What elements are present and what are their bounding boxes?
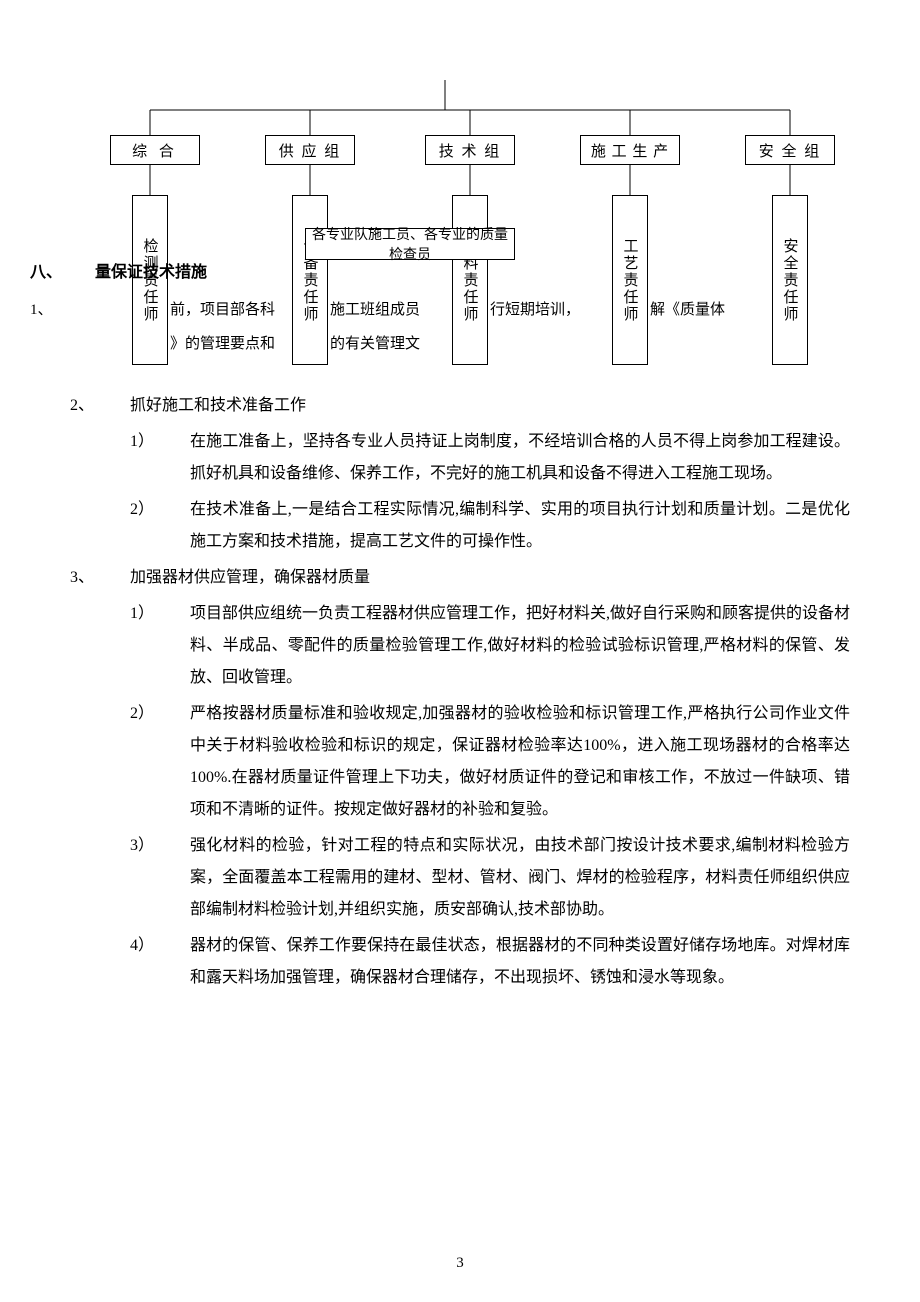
group-label: 技 术 组 (439, 140, 502, 161)
item-3-num: 3、 (70, 562, 130, 594)
overlay-1c: 行短期培训， (490, 298, 580, 319)
page: 综 合 供 应 组 技 术 组 施 工 生 产 安 全 组 检测责任师 设备责任… (0, 0, 920, 1302)
item-3-1-num: 1） (130, 598, 190, 694)
item-3-4-text: 器材的保管、保养工作要保持在最佳状态，根据器材的不同种类设置好储存场地库。对焊材… (190, 930, 850, 994)
item-2: 2、 抓好施工和技术准备工作 (70, 390, 850, 422)
item-3-3-num: 3） (130, 830, 190, 926)
section-8-heading: 量保证技术措施 (95, 258, 207, 282)
item-3-1-text: 项目部供应组统一负责工程器材供应管理工作，把好材料关,做好自行采购和顾客提供的设… (190, 598, 850, 694)
item-3-1: 1） 项目部供应组统一负责工程器材供应管理工作，把好材料关,做好自行采购和顾客提… (130, 598, 850, 694)
item-3: 3、 加强器材供应管理，确保器材质量 (70, 562, 850, 594)
item-2-1-text: 在施工准备上，坚持各专业人员持证上岗制度，不经培训合格的人员不得上岗参加工程建设… (190, 426, 850, 490)
group-box-2: 供 应 组 (265, 135, 355, 165)
overlay-2b: 的有关管理文 (330, 332, 420, 353)
section-8-num: 八、 (30, 258, 62, 282)
group-label: 供 应 组 (279, 140, 342, 161)
overlay-1a: 前，项目部各科 (170, 298, 275, 319)
item-2-1: 1） 在施工准备上，坚持各专业人员持证上岗制度，不经培训合格的人员不得上岗参加工… (130, 426, 850, 490)
item-2-1-num: 1） (130, 426, 190, 490)
overlay-1b: 施工班组成员 (330, 298, 420, 319)
role-box-4: 工艺责任师 (612, 195, 648, 365)
role-label: 工艺责任师 (620, 238, 641, 323)
group-box-3: 技 术 组 (425, 135, 515, 165)
role-label: 安全责任师 (780, 238, 801, 323)
overlay-1d: 解《质量体 (650, 298, 725, 319)
item-3-2-text: 严格按器材质量标准和验收规定,加强器材的验收检验和标识管理工作,严格执行公司作业… (190, 698, 850, 826)
mid-banner-text: 各专业队施工员、各专业的质量检查员 (308, 224, 512, 264)
group-box-4: 施 工 生 产 (580, 135, 680, 165)
group-label: 综 合 (132, 140, 178, 161)
overlay-2a: 》的管理要点和 (170, 332, 275, 353)
item-2-2-num: 2） (130, 494, 190, 558)
role-box-5: 安全责任师 (772, 195, 808, 365)
org-chart: 综 合 供 应 组 技 术 组 施 工 生 产 安 全 组 检测责任师 设备责任… (70, 80, 850, 380)
item-3-text: 加强器材供应管理，确保器材质量 (130, 562, 850, 594)
item-3-2-num: 2） (130, 698, 190, 826)
item-2-text: 抓好施工和技术准备工作 (130, 390, 850, 422)
role-box-3: 材料责任师 (452, 195, 488, 365)
item-2-num: 2、 (70, 390, 130, 422)
item-3-4: 4） 器材的保管、保养工作要保持在最佳状态，根据器材的不同种类设置好储存场地库。… (130, 930, 850, 994)
group-box-1: 综 合 (110, 135, 200, 165)
page-number: 3 (0, 1255, 920, 1272)
mid-banner: 各专业队施工员、各专业的质量检查员 (305, 228, 515, 260)
item-3-3: 3） 强化材料的检验，针对工程的特点和实际状况，由技术部门按设计技术要求,编制材… (130, 830, 850, 926)
group-label: 安 全 组 (759, 140, 822, 161)
item-2-2: 2） 在技术准备上,一是结合工程实际情况,编制科学、实用的项目执行计划和质量计划… (130, 494, 850, 558)
item-2-2-text: 在技术准备上,一是结合工程实际情况,编制科学、实用的项目执行计划和质量计划。二是… (190, 494, 850, 558)
item-3-3-text: 强化材料的检验，针对工程的特点和实际状况，由技术部门按设计技术要求,编制材料检验… (190, 830, 850, 926)
role-box-2: 设备责任师 (292, 195, 328, 365)
group-box-5: 安 全 组 (745, 135, 835, 165)
item-1-num: 1、 (30, 298, 53, 319)
item-3-2: 2） 严格按器材质量标准和验收规定,加强器材的验收检验和标识管理工作,严格执行公… (130, 698, 850, 826)
group-label: 施 工 生 产 (591, 140, 669, 161)
item-3-4-num: 4） (130, 930, 190, 994)
